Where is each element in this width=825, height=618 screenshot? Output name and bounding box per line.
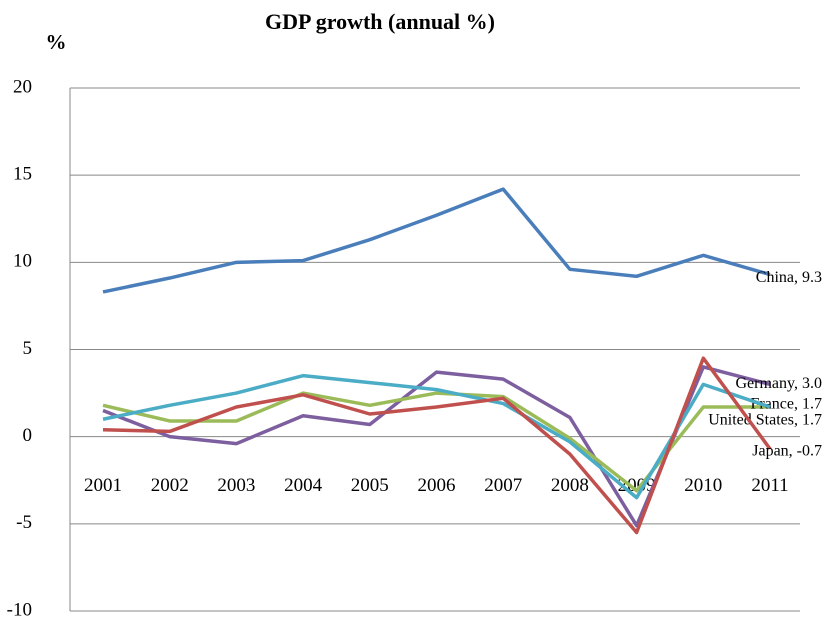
y-tick-label: 10 (13, 251, 32, 272)
x-tick-label: 2011 (751, 475, 788, 496)
x-tick-label: 2007 (484, 475, 522, 496)
y-tick-label: -5 (16, 512, 32, 533)
data-label: United States, 1.7 (708, 412, 822, 429)
series-line (102, 356, 772, 535)
x-tick-label: 2006 (418, 475, 456, 496)
y-tick-label: 20 (13, 76, 32, 97)
x-tick-label: 2001 (84, 475, 122, 496)
series-line (102, 187, 771, 294)
y-tick-label: 15 (13, 164, 32, 185)
y-tick-label: -10 (7, 599, 32, 618)
x-tick-label: 2008 (551, 475, 589, 496)
y-tick-label: 5 (23, 338, 33, 359)
chart-title: GDP growth (annual %) (265, 9, 495, 34)
x-tick-label: 2004 (284, 475, 323, 496)
data-label: China, 9.3 (756, 269, 822, 286)
data-label: Japan, -0.7 (752, 443, 822, 460)
x-tick-label: 2005 (351, 475, 389, 496)
series-line (102, 373, 771, 500)
x-tick-label: 2010 (684, 475, 722, 496)
x-tick-label: 2002 (151, 475, 189, 496)
data-label: France, 1.7 (750, 396, 822, 413)
x-tick-label: 2003 (217, 475, 255, 496)
y-tick-label: 0 (23, 425, 33, 446)
y-axis-label: % (46, 30, 67, 54)
data-label: Germany, 3.0 (736, 375, 823, 392)
